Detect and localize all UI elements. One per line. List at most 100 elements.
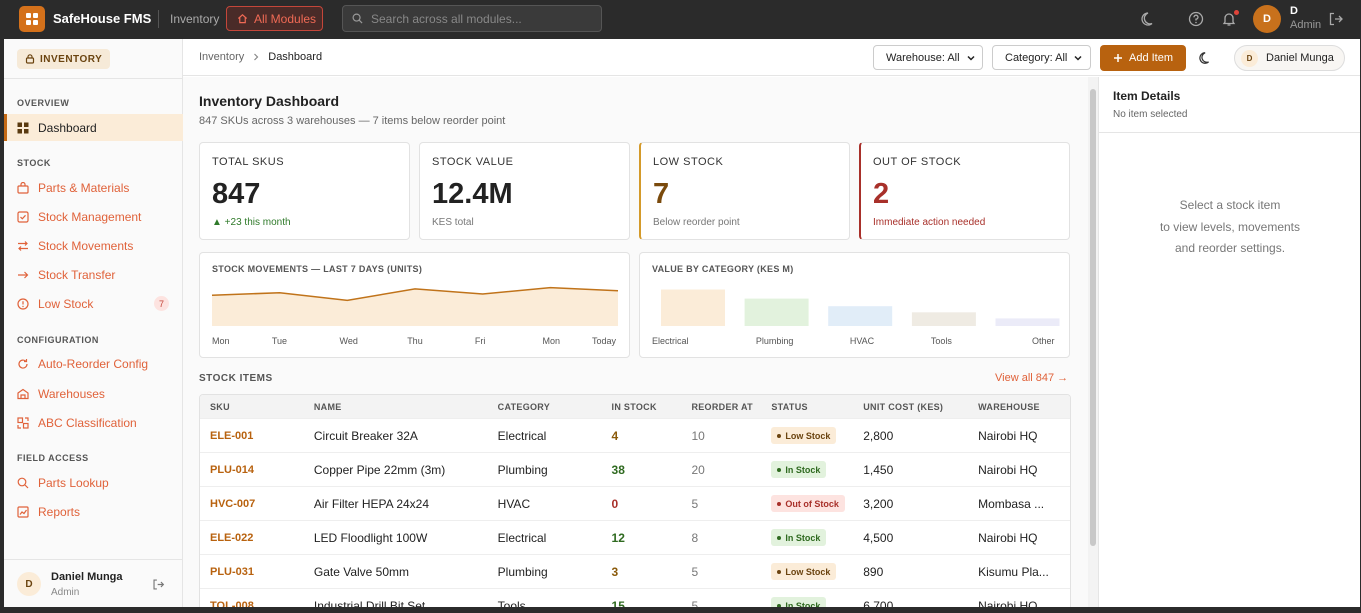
help-icon[interactable] (1188, 11, 1204, 27)
col-in-stock[interactable]: IN STOCK (611, 401, 657, 412)
divider (1099, 132, 1360, 133)
top-bar: SafeHouse FMS Inventory All Modules D D … (0, 0, 1361, 39)
warehouse-icon (17, 388, 29, 399)
cell-category: Plumbing (497, 564, 548, 579)
col-category[interactable]: CATEGORY (497, 401, 551, 412)
sidebar-item-low-stock[interactable]: Low Stock 7 (4, 290, 183, 317)
breadcrumb: Inventory Dashboard (199, 51, 322, 63)
logout-icon[interactable] (152, 578, 165, 591)
bar[interactable] (744, 298, 809, 326)
bell-icon[interactable] (1221, 11, 1237, 27)
app-logo[interactable] (19, 6, 45, 32)
avatar: D (1241, 49, 1258, 67)
bar[interactable] (995, 318, 1060, 326)
table-row[interactable]: ELE-001 Circuit Breaker 32A Electrical 4 10 L… (200, 418, 1070, 452)
sidebar-item-warehouses[interactable]: Warehouses (4, 380, 183, 407)
cell-warehouse: Mombasa ... (978, 496, 1045, 511)
cell-in-stock: 3 (611, 564, 619, 579)
bar[interactable] (911, 312, 976, 326)
stock-items-title: STOCK ITEMS (199, 373, 273, 384)
status-label: Out of Stock (785, 498, 839, 509)
table-body: ELE-001 Circuit Breaker 32A Electrical 4 10 L… (200, 418, 1070, 607)
cell-sku[interactable]: TOL-008 (210, 599, 254, 608)
scrollbar[interactable] (1088, 77, 1098, 607)
table-row[interactable]: ELE-022 LED Floodlight 100W Electrical 12 8 I… (200, 520, 1070, 554)
sidebar-item-dashboard[interactable]: Dashboard (4, 114, 183, 141)
col-unit-cost[interactable]: UNIT COST (KES) (863, 401, 944, 412)
swap-icon (18, 240, 28, 251)
avatar[interactable]: D (17, 572, 41, 596)
value-by-category-chart: VALUE BY CATEGORY (KES M) Electrical Plum… (639, 252, 1070, 358)
bag-icon (17, 181, 29, 194)
cell-warehouse: Kisumu Pla... (978, 564, 1049, 579)
sidebar-item-label: ABC Classification (38, 415, 137, 430)
sidebar-item-abc-classification[interactable]: ABC Classification (4, 409, 183, 436)
grid-icon (26, 13, 38, 25)
plus-icon (1113, 54, 1122, 62)
add-item-button[interactable]: Add Item (1100, 45, 1186, 71)
user-avatar[interactable]: D (1253, 5, 1281, 33)
kpi-label: TOTAL SKUS (212, 156, 285, 168)
moon-icon[interactable] (1199, 51, 1213, 65)
table-row[interactable]: HVC-007 Air Filter HEPA 24x24 HVAC 0 5 Out of… (200, 486, 1070, 520)
kpi-sub: Below reorder point (653, 217, 740, 228)
col-status[interactable]: STATUS (771, 401, 808, 412)
refresh-icon (18, 358, 28, 369)
cell-sku[interactable]: PLU-014 (210, 463, 255, 476)
scrollbar-thumb[interactable] (1090, 89, 1096, 546)
logout-icon[interactable] (1328, 11, 1344, 27)
bar[interactable] (828, 306, 893, 326)
sidebar-item-parts[interactable]: Parts & Materials (4, 174, 183, 201)
x-tick-label: Tools (930, 336, 952, 346)
moon-icon[interactable] (1141, 11, 1157, 27)
table-row[interactable]: TOL-008 Industrial Drill Bit Set Tools 15 5 I… (200, 588, 1070, 607)
module-crumb[interactable]: Inventory (170, 12, 220, 26)
category-filter[interactable]: Category: All (992, 45, 1091, 70)
empty-state-line: Select a stock item (1179, 198, 1281, 212)
sidebar-item-auto-reorder[interactable]: Auto-Reorder Config (4, 350, 183, 377)
page-subtitle: 847 SKUs across 3 warehouses — 7 items b… (199, 115, 506, 127)
kpi-sub: ▲ +23 this month (212, 217, 291, 228)
all-modules-label: All Modules (254, 11, 317, 26)
col-reorder-at[interactable]: REORDER AT (691, 401, 753, 412)
cell-sku[interactable]: HVC-007 (210, 497, 256, 510)
global-search[interactable] (342, 5, 602, 32)
table-row[interactable]: PLU-014 Copper Pipe 22mm (3m) Plumbing 38 20… (200, 452, 1070, 486)
status-dot (777, 535, 782, 540)
kpi-label: OUT OF STOCK (873, 156, 962, 168)
cell-name: Industrial Drill Bit Set (313, 598, 426, 608)
all-modules-button[interactable]: All Modules (226, 6, 323, 31)
col-name[interactable]: NAME (313, 401, 342, 412)
cell-sku[interactable]: ELE-022 (210, 531, 254, 544)
sidebar-item-stock-movements[interactable]: Stock Movements (4, 232, 183, 259)
col-sku[interactable]: SKU (210, 401, 230, 412)
cell-name: Circuit Breaker 32A (313, 428, 418, 443)
user-info[interactable]: D Admin (1290, 5, 1321, 32)
main-content: Inventory Dashboard 847 SKUs across 3 wa… (183, 77, 1088, 607)
cell-sku[interactable]: ELE-001 (210, 429, 254, 442)
sidebar-item-stock-management[interactable]: Stock Management (4, 203, 183, 230)
sidebar-item-label: Reports (38, 504, 81, 519)
sidebar-item-reports[interactable]: Reports (4, 498, 183, 525)
status-label: In Stock (785, 600, 821, 607)
table-row[interactable]: PLU-031 Gate Valve 50mm Plumbing 3 5 Low Stoc… (200, 554, 1070, 588)
status-badge: Low Stock (771, 427, 837, 445)
cell-reorder-at: 5 (691, 598, 699, 608)
x-tick-label: Wed (339, 336, 358, 346)
breadcrumb-dashboard: Dashboard (268, 51, 323, 63)
bar[interactable] (661, 289, 725, 327)
x-tick-label: Tue (271, 336, 288, 346)
chart-icon (17, 505, 29, 518)
sidebar-item-stock-transfer[interactable]: Stock Transfer (4, 261, 183, 288)
warehouse-filter[interactable]: Warehouse: All (873, 45, 983, 70)
cell-sku[interactable]: PLU-031 (210, 565, 255, 578)
search-input[interactable] (371, 11, 591, 26)
sidebar-item-parts-lookup[interactable]: Parts Lookup (4, 469, 183, 496)
user-chip[interactable]: D Daniel Munga (1234, 45, 1345, 71)
section-field-access: FIELD ACCESS (17, 453, 89, 463)
breadcrumb-inventory[interactable]: Inventory (199, 51, 245, 63)
view-all-link[interactable]: View all 847 → (995, 372, 1069, 384)
col-warehouse[interactable]: WAREHOUSE (978, 401, 1040, 412)
user-name: D (1290, 5, 1298, 17)
sidebar-item-label: Parts Lookup (38, 475, 109, 490)
